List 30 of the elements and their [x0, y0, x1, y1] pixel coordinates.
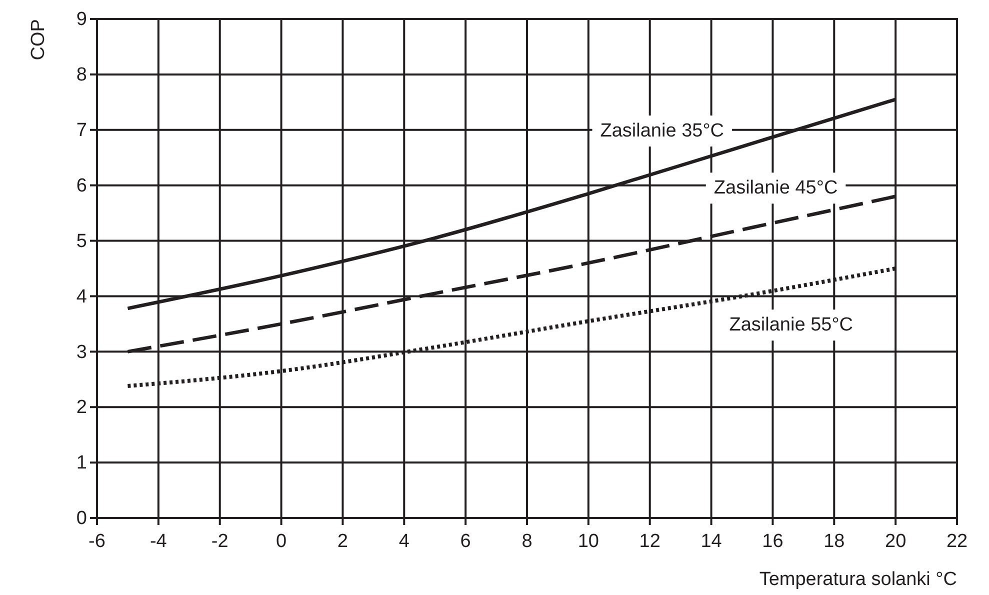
x-tick-label: 16: [762, 531, 784, 552]
x-tick-label: 6: [460, 531, 471, 552]
y-tick-label: 4: [76, 286, 88, 308]
x-tick-label: 0: [276, 531, 287, 552]
x-tick-label: 18: [824, 531, 845, 552]
y-tick-label: 8: [76, 64, 87, 86]
x-tick-label: 12: [639, 531, 660, 552]
y-tick-label: 9: [76, 9, 87, 30]
x-tick-label: -2: [211, 531, 228, 552]
x-tick-label: 22: [946, 531, 968, 552]
series-label: Zasilanie 35°C: [600, 120, 724, 142]
y-tick-label: 0: [76, 508, 87, 530]
x-tick-label: -4: [150, 531, 168, 552]
y-tick-label: 1: [76, 452, 87, 474]
series-label: Zasilanie 45°C: [714, 178, 838, 199]
x-tick-label: 14: [700, 531, 722, 552]
x-tick-label: 8: [522, 531, 532, 552]
x-tick-label: 4: [398, 531, 410, 552]
y-tick-label: 6: [76, 175, 87, 196]
x-tick-label: 10: [578, 531, 599, 552]
y-tick-label: 5: [76, 230, 87, 252]
x-axis-title: Temperatura solanki °C: [759, 569, 957, 590]
y-tick-label: 3: [76, 342, 87, 363]
y-axis-title: COP: [28, 19, 49, 60]
y-tick-label: 2: [76, 397, 87, 418]
series-label: Zasilanie 55°C: [729, 314, 854, 336]
x-tick-label: 20: [885, 531, 906, 552]
x-tick-label: 2: [337, 531, 348, 552]
x-tick-label: -6: [88, 531, 106, 552]
y-tick-label: 7: [76, 120, 87, 141]
